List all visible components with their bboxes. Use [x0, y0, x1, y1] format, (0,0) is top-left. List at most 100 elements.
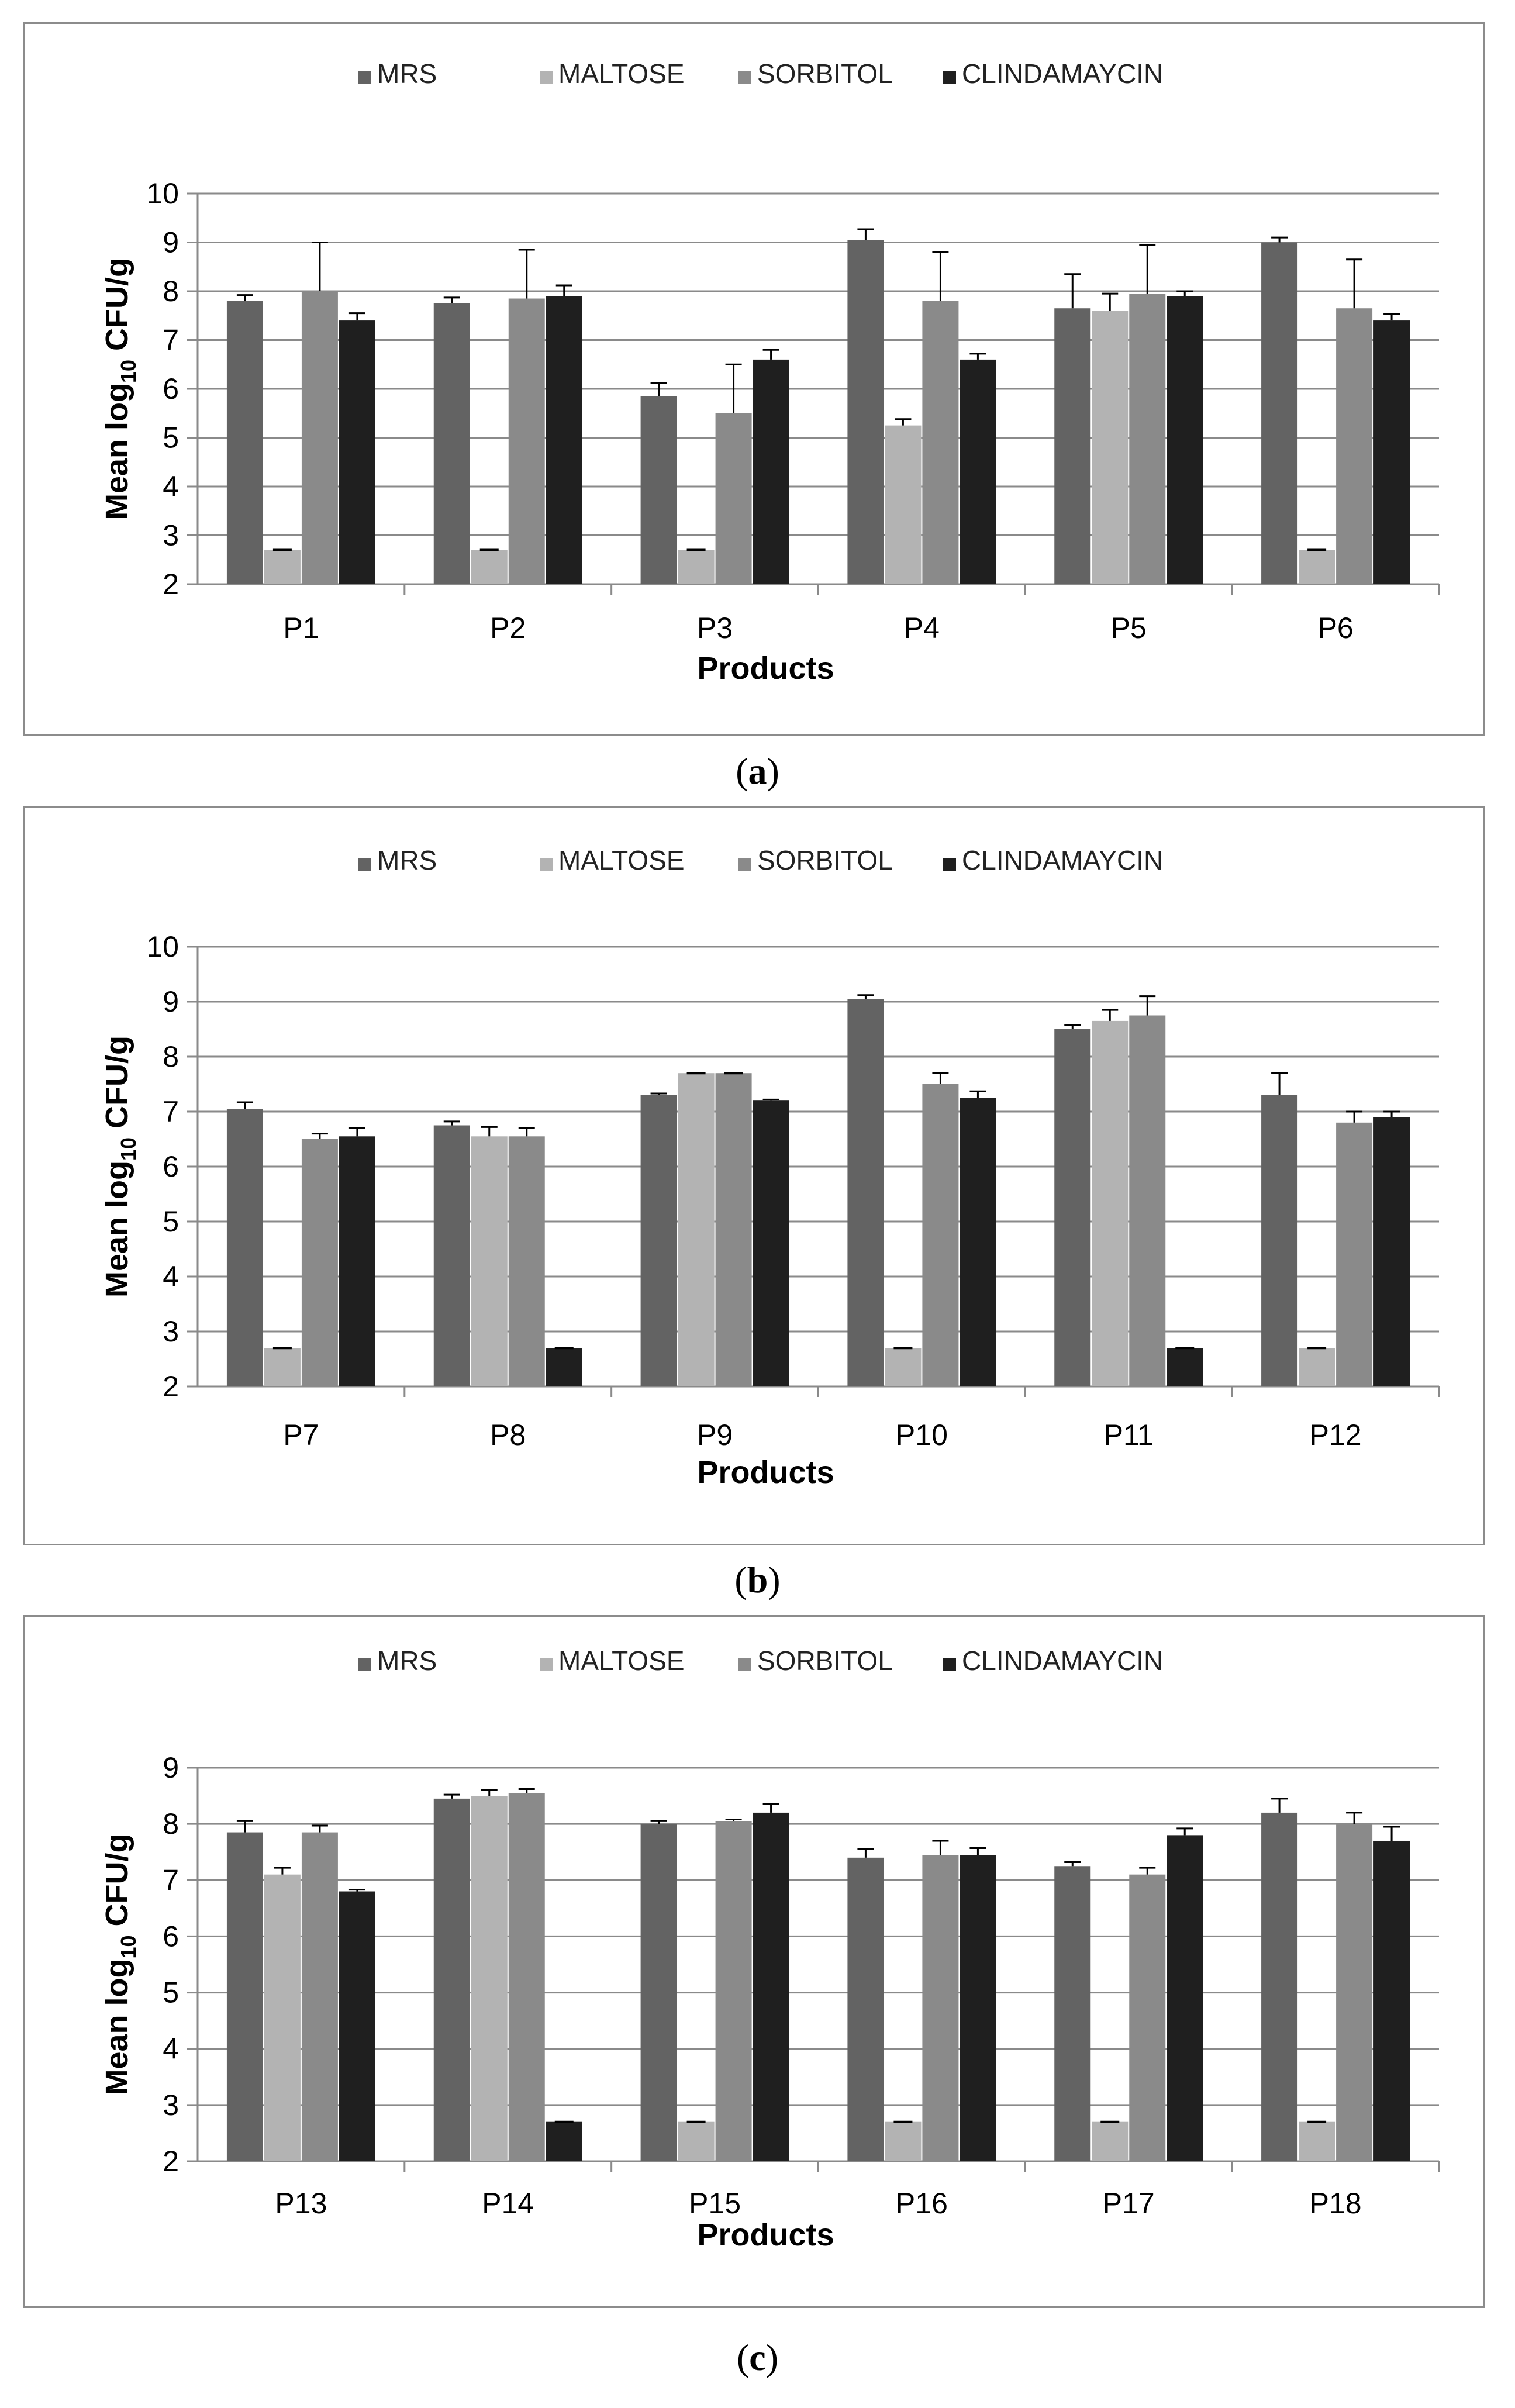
y-tick-label: 8 [163, 1807, 179, 1840]
bar-p10-sorbitol: SORBITOL P10: 7.5 [922, 1084, 959, 1386]
bar-p13-sorbitol: SORBITOL P13: 7.85 [301, 1832, 338, 2161]
x-axis-title: Products [697, 651, 834, 686]
bar-p14-mrs: MRS P14: 8.45 [433, 1798, 470, 2161]
legend-swatch-clindamaycin [943, 858, 956, 871]
legend-swatch-mrs [358, 1658, 371, 1671]
y-axis-title-subscript: 10 [116, 360, 140, 383]
y-tick-label: 5 [163, 1976, 179, 2009]
bar-p6-sorbitol: SORBITOL P6: 7.65 [1336, 308, 1373, 584]
y-axis-title: Mean log10 CFU/g [99, 258, 140, 520]
bar-p2-mrs: MRS P2: 7.75 [433, 303, 470, 584]
x-tick-label-p16: P16 [896, 2187, 948, 2220]
y-axis-title-main: Mean log [99, 1959, 134, 2096]
y-axis-title-end: CFU/g [99, 1833, 134, 1935]
x-tick-label-p13: P13 [275, 2187, 327, 2220]
bar-p12-clindamaycin: CLINDAMAYCIN P12: 6.9 [1373, 1117, 1410, 1386]
bar-p1-mrs: MRS P1: 7.8 [226, 301, 263, 584]
bar-p6-mrs: MRS P6: 9 [1261, 242, 1298, 584]
y-axis-title-subscript: 10 [116, 1935, 140, 1958]
bar-p9-maltose: MALTOSE P9: 7.7 [678, 1073, 715, 1386]
y-tick-label: 2 [163, 2145, 179, 2178]
x-tick-label-p17: P17 [1103, 2187, 1155, 2220]
bar-p17-maltose: MALTOSE P17: 2.7 [1092, 2121, 1129, 2161]
y-tick-label: 4 [163, 2033, 179, 2065]
bar-p15-clindamaycin: CLINDAMAYCIN P15: 8.2 [753, 1812, 789, 2161]
x-tick-label-p9: P9 [697, 1419, 733, 1451]
y-tick-label: 10 [146, 177, 179, 210]
x-tick-label-p1: P1 [283, 612, 319, 644]
legend-swatch-sorbitol [738, 71, 751, 84]
y-tick-label: 10 [146, 930, 179, 963]
bar-p2-clindamaycin: CLINDAMAYCIN P2: 7.9 [546, 296, 582, 584]
y-axis-title-main: Mean log [99, 383, 134, 520]
bar-p15-sorbitol: SORBITOL P15: 8.05 [715, 1821, 752, 2161]
bar-p8-clindamaycin: CLINDAMAYCIN P8: 2.7 [546, 1348, 582, 1386]
legend-swatch-maltose [540, 71, 553, 84]
bar-p6-clindamaycin: CLINDAMAYCIN P6: 7.4 [1373, 320, 1410, 584]
bar-p17-mrs: MRS P17: 7.25 [1054, 1866, 1091, 2161]
x-tick-label-p6: P6 [1317, 612, 1353, 644]
bar-p4-maltose: MALTOSE P4: 5.25 [885, 425, 922, 584]
error-bars [236, 1788, 1400, 2123]
bar-p16-maltose: MALTOSE P16: 2.7 [885, 2121, 922, 2161]
chart-svg-a: MRS MALTOSE SORBITOL CLINDAMAYCIN 2 3 4 5 6 7 8 9 10… [99, 58, 1440, 686]
bar-p7-maltose: MALTOSE P7: 2.7 [264, 1348, 301, 1386]
gridlines [198, 1767, 1439, 2162]
bars: MRS P7: 7.05MALTOSE P7: 2.7SORBITOL P7: … [226, 999, 1410, 1386]
y-tick-label: 3 [163, 2089, 179, 2121]
x-axis-title: Products [697, 1455, 834, 1490]
gridlines [198, 192, 1439, 585]
y-tick-label: 9 [163, 1751, 179, 1784]
legend-label-sorbitol: SORBITOL [757, 1645, 893, 1676]
legend-label-clindamaycin: CLINDAMAYCIN [962, 58, 1163, 89]
y-tick-label: 6 [163, 1150, 179, 1183]
legend-label-mrs: MRS [377, 58, 437, 89]
bar-p2-maltose: MALTOSE P2: 2.7 [471, 550, 508, 584]
bar-p10-mrs: MRS P10: 9.05 [847, 999, 884, 1386]
gridlines [198, 946, 1439, 1388]
bars: MRS P13: 7.85MALTOSE P13: 7.1SORBITOL P1… [226, 1793, 1410, 2161]
bar-p8-sorbitol: SORBITOL P8: 6.55 [508, 1136, 545, 1386]
legend-label-sorbitol: SORBITOL [757, 845, 893, 875]
bar-p17-clindamaycin: CLINDAMAYCIN P17: 7.8 [1167, 1835, 1203, 2161]
y-tick-label: 4 [163, 470, 179, 503]
x-tick-label-p8: P8 [490, 1419, 526, 1451]
y-tick-label: 5 [163, 422, 179, 454]
y-axis-title-end: CFU/g [99, 258, 134, 360]
chart-panel-b: MRS MALTOSE SORBITOL CLINDAMAYCIN 2 3 4 5 6 7 8 9 10… [23, 806, 1485, 1545]
y-tick-label: 2 [163, 1370, 179, 1403]
legend-swatch-sorbitol [738, 1658, 751, 1671]
y-tick-label: 5 [163, 1205, 179, 1238]
legend-swatch-mrs [358, 858, 371, 871]
bar-p18-sorbitol: SORBITOL P18: 8 [1336, 1824, 1373, 2161]
legend-label-sorbitol: SORBITOL [757, 58, 893, 89]
bar-p11-maltose: MALTOSE P11: 8.65 [1092, 1020, 1129, 1386]
bar-p12-maltose: MALTOSE P12: 2.7 [1299, 1348, 1335, 1386]
bar-p4-clindamaycin: CLINDAMAYCIN P4: 6.6 [960, 359, 996, 584]
bar-p12-sorbitol: SORBITOL P12: 6.8 [1336, 1122, 1373, 1386]
x-tick-label-p7: P7 [283, 1419, 319, 1451]
bar-p9-clindamaycin: CLINDAMAYCIN P9: 7.2 [753, 1100, 789, 1386]
bar-p3-clindamaycin: CLINDAMAYCIN P3: 6.6 [753, 359, 789, 584]
bar-p13-maltose: MALTOSE P13: 7.1 [264, 1874, 301, 2161]
bar-p10-clindamaycin: CLINDAMAYCIN P10: 7.25 [960, 1098, 996, 1386]
y-tick-label: 7 [163, 1864, 179, 1896]
legend-label-clindamaycin: CLINDAMAYCIN [962, 1645, 1163, 1676]
y-axis-title: Mean log10 CFU/g [99, 1036, 140, 1298]
bar-p6-maltose: MALTOSE P6: 2.7 [1299, 550, 1335, 584]
bar-p5-mrs: MRS P5: 7.65 [1054, 308, 1091, 584]
bar-p11-clindamaycin: CLINDAMAYCIN P11: 2.7 [1167, 1348, 1203, 1386]
y-axis-title-end: CFU/g [99, 1036, 134, 1137]
y-tick-label: 9 [163, 226, 179, 259]
x-axis: P7 P8 P9 P10 P11 P12 [283, 1386, 1440, 1451]
bar-p16-clindamaycin: CLINDAMAYCIN P16: 7.45 [960, 1855, 996, 2161]
y-tick-label: 6 [163, 372, 179, 405]
legend-label-maltose: MALTOSE [558, 58, 685, 89]
chart-panel-c: MRS MALTOSE SORBITOL CLINDAMAYCIN 2 3 4 5 6 7 8 9 Me… [23, 1615, 1485, 2308]
error-bars [236, 994, 1400, 1350]
chart-legend: MRS MALTOSE SORBITOL CLINDAMAYCIN [358, 845, 1163, 875]
bar-p13-mrs: MRS P13: 7.85 [226, 1832, 263, 2161]
caption-c: (c) [736, 2337, 779, 2378]
x-tick-label-p3: P3 [697, 612, 733, 644]
legend-label-mrs: MRS [377, 845, 437, 875]
